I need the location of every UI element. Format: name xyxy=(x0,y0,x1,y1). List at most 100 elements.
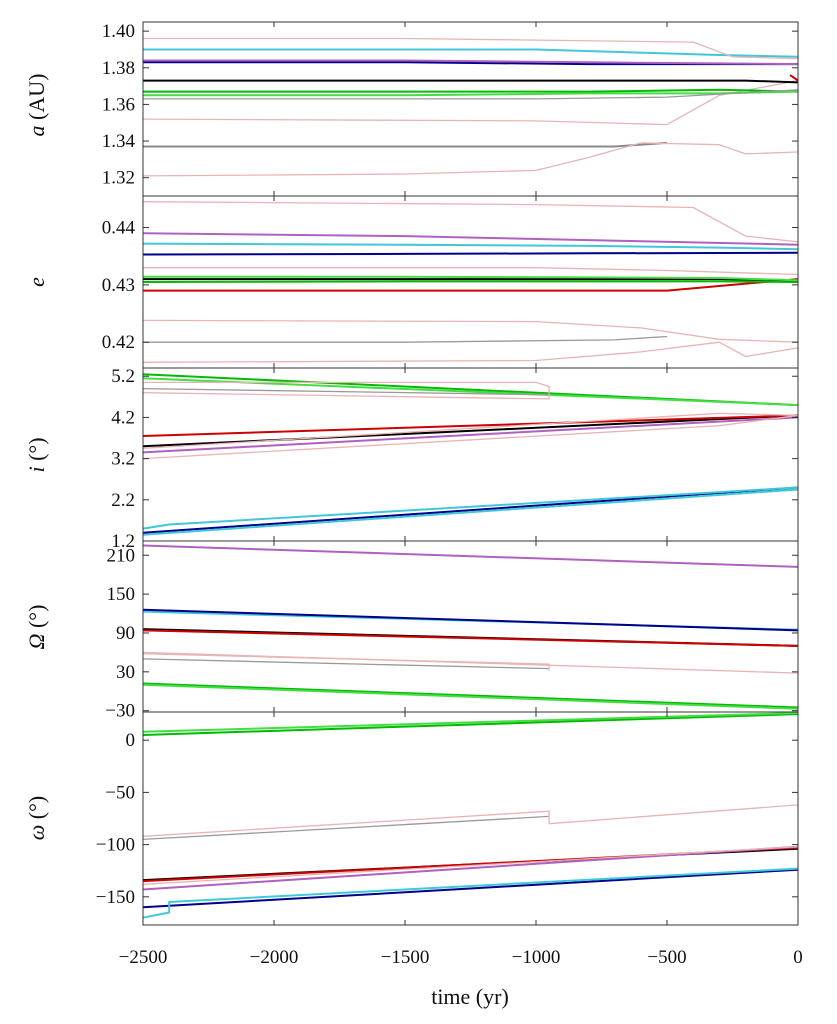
series-line-4-3 xyxy=(142,810,550,837)
y-tick-label: 1.40 xyxy=(102,21,135,42)
series-line-2-3 xyxy=(142,414,799,448)
series-line-1-1 xyxy=(143,335,668,343)
y-axis-label-unit: (°) xyxy=(24,605,49,634)
series-line-3-5 xyxy=(142,651,799,674)
y-axis-label-2: i (°) xyxy=(24,437,49,472)
panel-0: 1.32 1.34 1.36 1.38 1.40 a (AU) xyxy=(24,21,799,197)
y-tick-label: −100 xyxy=(96,835,135,856)
panel-1: 0.42 0.43 0.44 e xyxy=(24,195,799,369)
series-line-2-4 xyxy=(142,414,799,437)
y-tick-label: 1.34 xyxy=(102,131,136,152)
x-tick-label: 0 xyxy=(793,947,803,968)
series-line-0-2 xyxy=(142,79,799,126)
y-tick-label: −50 xyxy=(105,782,135,803)
series-line-0-1 xyxy=(142,142,799,177)
series-line-2-1 xyxy=(142,486,799,530)
y-axis-label-4: ω (°) xyxy=(24,796,49,841)
panel-3: −30 30 90 150 210 Ω (°) xyxy=(24,540,799,722)
y-tick-label: 210 xyxy=(107,545,136,566)
y-tick-label: −30 xyxy=(105,701,135,722)
y-axis-label-var: e xyxy=(24,277,49,287)
series-line-1-9 xyxy=(142,242,799,251)
series-line-4-4 xyxy=(549,804,799,825)
x-tick-label: −1500 xyxy=(381,947,430,968)
y-tick-label: 3.2 xyxy=(111,449,135,470)
y-axis-label-unit: (AU) xyxy=(24,74,49,126)
y-tick-label: 0 xyxy=(126,730,136,751)
x-tick-label: −2500 xyxy=(119,947,168,968)
y-tick-label: 30 xyxy=(116,662,135,683)
y-tick-label: 4.2 xyxy=(111,407,135,428)
x-tick-label: −1000 xyxy=(512,947,561,968)
series-line-2-10 xyxy=(142,387,550,396)
series-line-2-2 xyxy=(142,488,799,536)
y-tick-label: 90 xyxy=(116,623,135,644)
y-axis-label-1: e xyxy=(24,277,49,287)
series-line-4-8 xyxy=(142,846,799,885)
series-line-0-10 xyxy=(143,37,799,60)
y-tick-label: 1.38 xyxy=(102,58,135,79)
series-line-4-9 xyxy=(142,868,799,909)
y-tick-label: 5.2 xyxy=(111,366,135,387)
y-tick-label: 1.32 xyxy=(102,168,135,189)
x-tick-label: −500 xyxy=(647,947,686,968)
series-line-0-8 xyxy=(143,59,799,66)
series-line-1-4 xyxy=(142,280,799,283)
panel-2: 1.2 2.2 3.2 4.2 5.2 i (°) xyxy=(24,366,799,552)
y-axis-label-var: i xyxy=(24,466,49,472)
series-line-1-11 xyxy=(142,201,799,243)
series-line-4-10 xyxy=(142,867,799,919)
series-line-3-7 xyxy=(142,653,550,671)
series-line-0-11 xyxy=(789,74,799,82)
series-line-3-4 xyxy=(142,629,799,647)
series-line-1-6 xyxy=(143,275,799,282)
series-line-4-0 xyxy=(142,713,799,736)
series-line-3-0 xyxy=(142,544,799,568)
panels: 1.32 1.34 1.36 1.38 1.40 a (AU) 0.42 0.43 0.44 e 1… xyxy=(24,21,799,926)
series-line-3-6 xyxy=(142,658,550,670)
panel-frame xyxy=(142,21,799,197)
series-line-1-0 xyxy=(142,341,799,363)
series-line-1-2 xyxy=(142,319,799,343)
y-axis-label-0: a (AU) xyxy=(24,74,49,137)
y-axis-label-var: a xyxy=(24,125,49,136)
y-tick-label: 150 xyxy=(107,584,136,605)
series-line-4-1 xyxy=(142,712,799,733)
series-line-2-7 xyxy=(142,414,799,460)
series-line-2-0 xyxy=(142,486,799,534)
series-line-1-7 xyxy=(143,267,799,276)
series-line-2-6 xyxy=(142,416,799,454)
series-line-0-6 xyxy=(143,79,799,84)
y-tick-label: 2.2 xyxy=(111,490,135,511)
series-line-1-5 xyxy=(143,278,799,282)
y-axis-label-3: Ω (°) xyxy=(24,605,49,650)
series-line-1-10 xyxy=(142,232,799,246)
x-tick-label: −2000 xyxy=(250,947,299,968)
panel-frame xyxy=(142,711,799,926)
series-line-2-5 xyxy=(142,412,799,449)
y-tick-label: 0.43 xyxy=(102,275,135,296)
series-line-4-2 xyxy=(142,815,550,841)
y-axis-label-var: ω xyxy=(24,825,49,841)
series-line-0-3 xyxy=(143,88,799,93)
y-axis-label-unit: (°) xyxy=(24,437,49,466)
y-axis-label-var: Ω xyxy=(24,633,49,649)
x-axis: −2500 −2000 −1500 −1000 −500 0 xyxy=(119,947,803,968)
series-line-4-7 xyxy=(142,845,799,891)
y-tick-label: 0.42 xyxy=(102,332,135,353)
series-line-0-5 xyxy=(143,89,799,100)
series-line-1-8 xyxy=(142,251,799,256)
series-line-3-8 xyxy=(142,682,799,709)
series-line-3-2 xyxy=(142,608,799,632)
y-tick-label: 1.36 xyxy=(102,94,135,115)
y-axis-label-unit: (°) xyxy=(24,796,49,825)
panel-4: −150 −100 −50 0 ω (°) xyxy=(24,711,799,926)
y-tick-label: 0.44 xyxy=(102,218,136,239)
series-line-0-9 xyxy=(143,48,799,58)
y-tick-label: −150 xyxy=(96,887,135,908)
series-line-0-0 xyxy=(143,141,668,148)
y-tick-label: 1.2 xyxy=(111,531,135,552)
series-line-2-11 xyxy=(142,381,550,400)
x-axis-title: time (yr) xyxy=(431,984,509,1009)
